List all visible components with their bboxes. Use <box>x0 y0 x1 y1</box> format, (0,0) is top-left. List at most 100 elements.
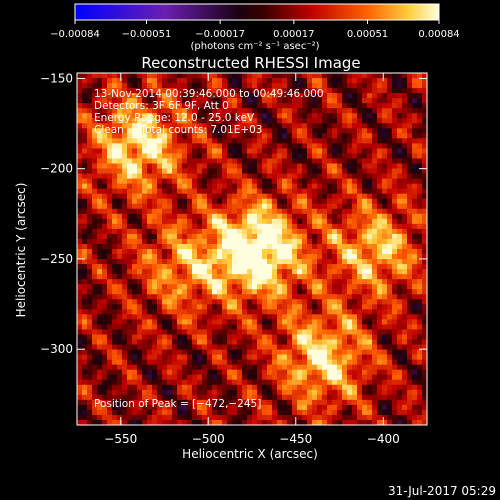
heatmap-cell <box>107 188 113 195</box>
heatmap-cell <box>367 269 373 275</box>
heatmap-cell <box>407 188 413 195</box>
heatmap-cell <box>337 128 343 134</box>
heatmap-cell <box>267 354 273 361</box>
heatmap-cell <box>262 238 268 245</box>
heatmap-cell <box>167 208 173 215</box>
heatmap-cell <box>397 419 403 425</box>
heatmap-cell <box>272 228 278 235</box>
heatmap-cell <box>227 364 233 371</box>
heatmap-cell <box>207 88 213 94</box>
heatmap-cell <box>252 379 258 386</box>
heatmap-cell <box>187 259 193 265</box>
heatmap-cell <box>387 274 393 280</box>
heatmap-cell <box>297 274 303 280</box>
heatmap-cell <box>197 334 203 341</box>
heatmap-cell <box>202 359 208 366</box>
heatmap-cell <box>142 243 148 250</box>
heatmap-cell <box>202 88 208 94</box>
heatmap-cell <box>112 419 118 425</box>
heatmap-cell <box>317 198 323 205</box>
heatmap-cell <box>182 108 188 114</box>
heatmap-cell <box>177 354 183 361</box>
heatmap-cell <box>252 314 258 320</box>
heatmap-cell <box>212 128 218 134</box>
heatmap-cell <box>417 284 423 290</box>
heatmap-cell <box>112 228 118 235</box>
heatmap-cell <box>127 259 133 265</box>
heatmap-cell <box>322 153 328 160</box>
heatmap-cell <box>182 118 188 124</box>
heatmap-cell <box>332 409 338 416</box>
heatmap-cell <box>82 83 88 89</box>
heatmap-cell <box>382 213 388 220</box>
heatmap-cell <box>227 344 233 351</box>
heatmap-cell <box>87 173 93 180</box>
heatmap-cell <box>407 123 413 129</box>
heatmap-cell <box>122 419 128 425</box>
heatmap-cell <box>337 419 343 425</box>
heatmap-cell <box>317 158 323 165</box>
heatmap-cell <box>357 158 363 165</box>
heatmap-cell <box>227 83 233 89</box>
heatmap-cell <box>337 324 343 331</box>
heatmap-cell <box>387 238 393 245</box>
heatmap-cell <box>307 168 313 175</box>
heatmap-cell <box>182 264 188 270</box>
heatmap-cell <box>127 334 133 341</box>
heatmap-cell <box>207 374 213 381</box>
heatmap-cell <box>347 148 353 155</box>
heatmap-cell <box>97 374 103 381</box>
heatmap-cell <box>167 153 173 160</box>
heatmap-cell <box>147 108 153 114</box>
heatmap-cell <box>237 193 243 200</box>
heatmap-cell <box>217 319 223 326</box>
heatmap-cell <box>92 98 98 104</box>
heatmap-cell <box>162 294 168 300</box>
heatmap-cell <box>397 274 403 280</box>
heatmap-cell <box>107 274 113 280</box>
heatmap-cell <box>202 168 208 175</box>
heatmap-cell <box>237 88 243 94</box>
heatmap-cell <box>202 128 208 134</box>
heatmap-cell <box>372 228 378 235</box>
heatmap-cell <box>277 269 283 275</box>
heatmap-cell <box>87 404 93 411</box>
heatmap-cell <box>227 284 233 290</box>
heatmap-cell <box>287 138 293 144</box>
heatmap-cell <box>362 108 368 114</box>
heatmap-cell <box>407 319 413 326</box>
heatmap-cell <box>217 223 223 230</box>
heatmap-cell <box>187 319 193 326</box>
heatmap-cell <box>327 133 333 139</box>
heatmap-cell <box>112 259 118 265</box>
heatmap-cell <box>77 73 83 79</box>
heatmap-cell <box>347 223 353 230</box>
heatmap-cell <box>147 83 153 89</box>
heatmap-cell <box>182 228 188 235</box>
heatmap-cell <box>132 399 138 406</box>
heatmap-cell <box>117 294 123 300</box>
heatmap-cell <box>292 339 298 346</box>
heatmap-cell <box>202 289 208 295</box>
heatmap-cell <box>367 379 373 386</box>
heatmap-cell <box>252 309 258 315</box>
heatmap-cell <box>152 284 158 290</box>
heatmap-cell <box>232 299 238 305</box>
heatmap-cell <box>197 264 203 270</box>
heatmap-cell <box>377 188 383 195</box>
heatmap-cell <box>387 158 393 165</box>
heatmap-cell <box>162 284 168 290</box>
heatmap-cell <box>97 83 103 89</box>
heatmap-cell <box>222 389 228 396</box>
heatmap-cell <box>282 153 288 160</box>
heatmap-cell <box>357 133 363 139</box>
heatmap-cell <box>377 329 383 336</box>
heatmap-cell <box>167 183 173 190</box>
heatmap-cell <box>327 249 333 255</box>
heatmap-cell <box>147 384 153 391</box>
heatmap-cell <box>222 254 228 260</box>
heatmap-cell <box>207 264 213 270</box>
heatmap-cell <box>122 163 128 170</box>
heatmap-cell <box>167 349 173 356</box>
heatmap-cell <box>177 78 183 84</box>
